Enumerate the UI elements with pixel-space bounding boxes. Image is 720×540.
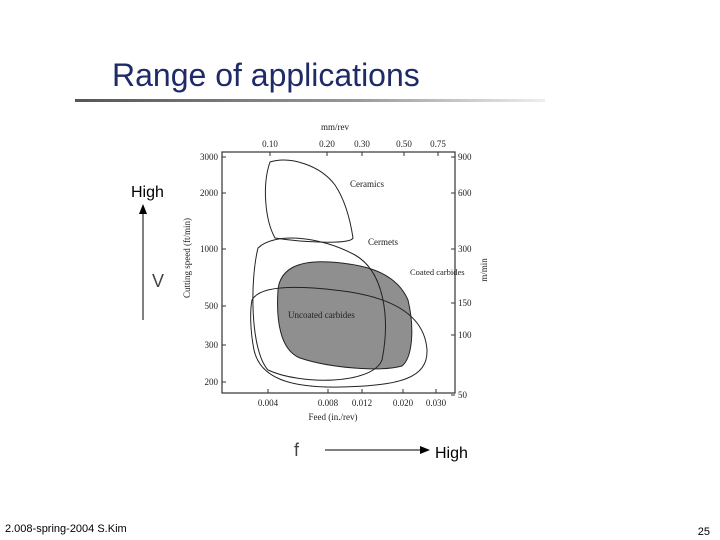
f-high: High	[435, 445, 468, 462]
right-axis-label: m/min	[479, 258, 489, 282]
region-label: Ceramics	[350, 179, 384, 189]
left-tick-label: 500	[205, 301, 219, 311]
bottom-tick-label: 0.008	[318, 398, 339, 408]
right-tick-label: 100	[458, 330, 472, 340]
v-arrowhead	[139, 204, 147, 214]
v-label: V	[152, 271, 164, 291]
coated-carbides-region	[277, 261, 413, 370]
top-axis-label: mm/rev	[321, 122, 349, 132]
uncoated-carbides-region	[250, 287, 428, 388]
bottom-tick-label: 0.012	[352, 398, 372, 408]
plot-frame	[221, 151, 456, 394]
left-tick-label: 2000	[200, 188, 219, 198]
f-label: f	[294, 440, 300, 460]
top-tick-label: 0.10	[262, 139, 278, 149]
bottom-axis-label: Feed (in./rev)	[309, 412, 358, 422]
left-tick-label: 300	[205, 340, 219, 350]
page-number: 25	[698, 526, 710, 538]
ceramics-region	[265, 159, 354, 243]
right-tick-label: 600	[458, 188, 472, 198]
region-label: Uncoated carbides	[288, 310, 355, 320]
top-tick-label: 0.30	[354, 139, 370, 149]
left-tick-label: 200	[205, 377, 219, 387]
left-tick-label: 1000	[200, 244, 219, 254]
left-axis-label: Cutting speed (ft/min)	[182, 218, 192, 298]
v-high: High	[131, 184, 164, 201]
bottom-tick-label: 0.030	[426, 398, 447, 408]
right-tick-label: 900	[458, 152, 472, 162]
top-tick-label: 0.20	[319, 139, 335, 149]
bottom-tick-label: 0.004	[258, 398, 279, 408]
f-arrowhead	[420, 446, 430, 454]
slide-title: Range of applications	[112, 57, 420, 93]
diagram: mm/rev 0.10 0.20 0.30 0.50 0.75 0.004 0.008 0.0…	[182, 122, 489, 422]
cermets-region	[252, 237, 386, 381]
right-tick-label: 150	[458, 298, 472, 308]
left-tick-label: 3000	[200, 152, 219, 162]
region-label: Cermets	[368, 237, 398, 247]
region-label: Coated carbides	[410, 267, 465, 277]
footer-source: 2.008-spring-2004 S.Kim	[5, 523, 127, 535]
title-underline	[75, 99, 545, 102]
right-tick-label: 50	[458, 390, 468, 400]
top-tick-label: 0.50	[396, 139, 412, 149]
bottom-tick-label: 0.020	[393, 398, 414, 408]
top-tick-label: 0.75	[430, 139, 446, 149]
right-tick-label: 300	[458, 244, 472, 254]
